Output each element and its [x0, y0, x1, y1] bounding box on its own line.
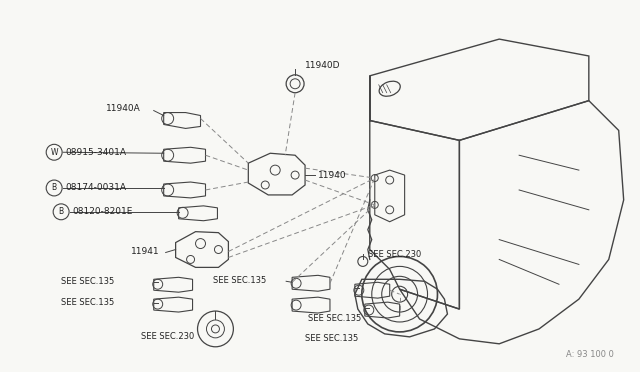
Text: SEE SEC.135: SEE SEC.135: [308, 314, 362, 324]
Text: 11941: 11941: [131, 247, 159, 256]
Text: 08120-8201E: 08120-8201E: [72, 207, 132, 216]
Text: 11940D: 11940D: [305, 61, 340, 70]
Text: SEE SEC.135: SEE SEC.135: [214, 276, 267, 285]
Text: 08174-0031A: 08174-0031A: [65, 183, 126, 192]
Text: SEE SEC.135: SEE SEC.135: [61, 298, 115, 307]
Text: B: B: [59, 207, 64, 216]
Text: A: 93 100 0: A: 93 100 0: [566, 350, 614, 359]
Text: SEE SEC.230: SEE SEC.230: [368, 250, 421, 259]
Text: W: W: [51, 148, 58, 157]
Text: SEE SEC.135: SEE SEC.135: [61, 277, 115, 286]
Text: SEE SEC.230: SEE SEC.230: [141, 332, 194, 341]
Text: 11940: 11940: [318, 171, 347, 180]
Text: B: B: [52, 183, 57, 192]
Text: 08915-3401A: 08915-3401A: [65, 148, 126, 157]
Text: SEE SEC.135: SEE SEC.135: [305, 334, 358, 343]
Text: 11940A: 11940A: [106, 104, 141, 113]
